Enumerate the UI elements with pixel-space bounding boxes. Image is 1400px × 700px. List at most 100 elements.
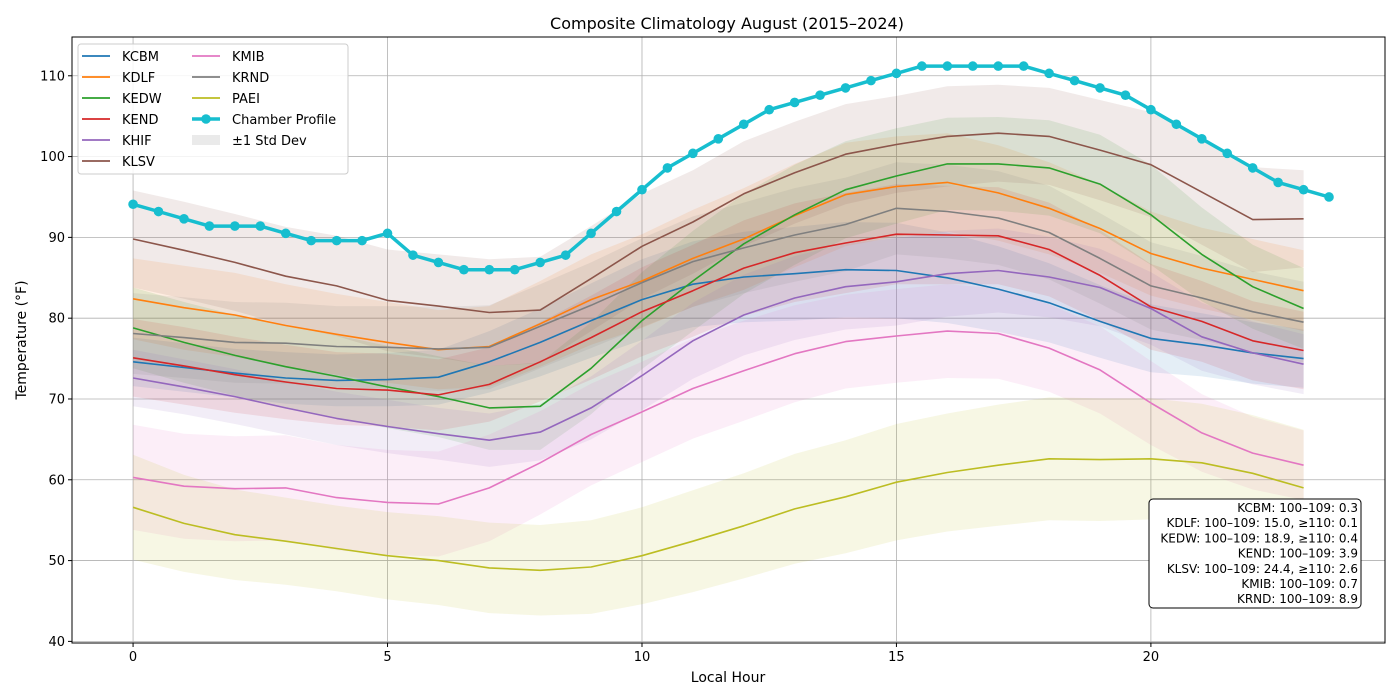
annotation-line: KEND: 100–109: 3.9 [1238, 547, 1358, 561]
chamber-profile-point [1222, 148, 1233, 159]
chamber-profile-point [1171, 119, 1182, 130]
series-line-paei [132, 457, 1304, 572]
y-tick-label: 80 [48, 312, 65, 327]
legend-label: KDLF [122, 71, 155, 86]
chamber-profile-point [255, 221, 266, 231]
legend-swatch [192, 135, 220, 145]
annotation-box [1148, 498, 1362, 609]
chamber-profile-point [713, 134, 724, 144]
axis-ticks: 0 5 10 15 20 40 50 60 70 80 90 100 110 [40, 69, 1159, 665]
chamber-profile-point [535, 257, 546, 268]
std-band-krnd [133, 162, 1304, 391]
y-tick-label: 50 [48, 554, 65, 569]
y-tick-label: 110 [40, 69, 65, 84]
legend-label: KHIF [122, 134, 152, 149]
chamber-profile-point [1095, 83, 1105, 93]
chamber-profile-point [942, 61, 953, 71]
std-bands [133, 84, 1304, 616]
y-tick-label: 40 [48, 635, 65, 650]
annotation-line: KCBM: 100–109: 0.3 [1237, 501, 1358, 515]
x-tick-label: 0 [129, 650, 137, 665]
y-tick-label: 100 [40, 150, 65, 165]
chamber-profile-point [866, 75, 876, 86]
chamber-profile [128, 61, 1334, 275]
chamber-profile-point [408, 250, 418, 260]
legend-label: PAEI [232, 92, 260, 107]
chamber-profile-point [306, 235, 316, 246]
chamber-profile-point [331, 235, 342, 246]
x-tick-label: 20 [1143, 650, 1160, 665]
chamber-profile-point [484, 264, 495, 275]
chamber-profile-point [509, 264, 520, 275]
annotation-line: KDLF: 100–109: 15.0, ≥110: 0.1 [1166, 516, 1358, 530]
chamber-profile-point [764, 104, 775, 115]
legend-box [77, 43, 349, 175]
chamber-profile-point [840, 83, 851, 93]
chamber-profile-point [586, 228, 596, 239]
legend-label: Chamber Profile [232, 113, 336, 128]
std-band-klsv [133, 84, 1304, 366]
y-tick-label: 90 [48, 231, 65, 246]
chamber-profile-point [204, 221, 215, 231]
annotation-line: KLSV: 100–109: 24.4, ≥110: 2.6 [1167, 562, 1358, 576]
legend-label: KMIB [232, 50, 265, 65]
chamber-profile-point [1324, 192, 1334, 202]
chamber-profile-point [891, 68, 902, 79]
chamber-profile-point [230, 221, 240, 231]
legend-swatch-marker [201, 114, 211, 124]
chamber-profile-point [738, 119, 749, 130]
chamber-profile-point [1146, 104, 1156, 115]
chamber-profile-point [815, 90, 825, 100]
chamber-profile-point [382, 228, 393, 239]
std-band-kmib [133, 284, 1304, 557]
chamber-profile-point [637, 184, 647, 195]
y-axis-label: Temperature (°F) [14, 280, 30, 400]
chamber-profile-point [1196, 134, 1207, 144]
y-tick-label: 70 [48, 392, 65, 407]
chart-title: Composite Climatology August (2015–2024) [550, 14, 904, 33]
chamber-profile-point [967, 61, 978, 71]
annotation-line: KMIB: 100–109: 0.7 [1241, 577, 1358, 591]
series-line-klsv [132, 132, 1304, 314]
legend-label: KLSV [122, 155, 155, 170]
chamber-profile-point [1018, 61, 1029, 71]
x-axis-label: Local Hour [691, 670, 766, 686]
y-tick-label: 60 [48, 473, 65, 488]
chamber-profile-point [357, 235, 367, 246]
x-tick-label: 10 [634, 650, 651, 665]
series-line-kedw [132, 163, 1304, 409]
legend-label: KRND [232, 71, 269, 86]
series-line-kdlf [132, 181, 1304, 351]
chamber-profile-point [993, 61, 1004, 71]
chamber-profile-point [611, 206, 622, 217]
chamber-profile-point [153, 206, 164, 217]
std-band-khif [133, 228, 1304, 467]
chamber-profile-point [459, 264, 469, 275]
x-tick-label: 5 [383, 650, 391, 665]
series-line-kcbm [133, 268, 1304, 382]
legend-label: KCBM [122, 50, 159, 65]
chamber-profile-point [433, 257, 444, 268]
chamber-profile-point [280, 228, 291, 239]
chamber-profile-point [128, 199, 138, 210]
std-band-kedw [133, 117, 1304, 450]
chamber-profile-point [1069, 75, 1080, 86]
chamber-profile-point [688, 148, 698, 159]
chamber-profile-point [1044, 68, 1054, 79]
std-band-kend [133, 184, 1304, 431]
annotation-line: KEDW: 100–109: 18.9, ≥110: 0.4 [1160, 531, 1358, 545]
legend-label: KEDW [122, 92, 162, 107]
chamber-profile-point [789, 97, 800, 108]
chamber-profile-point [1273, 177, 1283, 188]
series-line-kend [132, 233, 1304, 396]
chamber-profile-point [662, 163, 673, 173]
annotation-line: KRND: 100–109: 8.9 [1237, 592, 1358, 606]
std-band-kcbm [133, 222, 1304, 407]
series-line-kmib [132, 330, 1304, 505]
series-line-khif [132, 269, 1304, 442]
series-lines [132, 132, 1304, 572]
legend-label: KEND [122, 113, 158, 128]
chamber-profile-point [1298, 184, 1309, 195]
